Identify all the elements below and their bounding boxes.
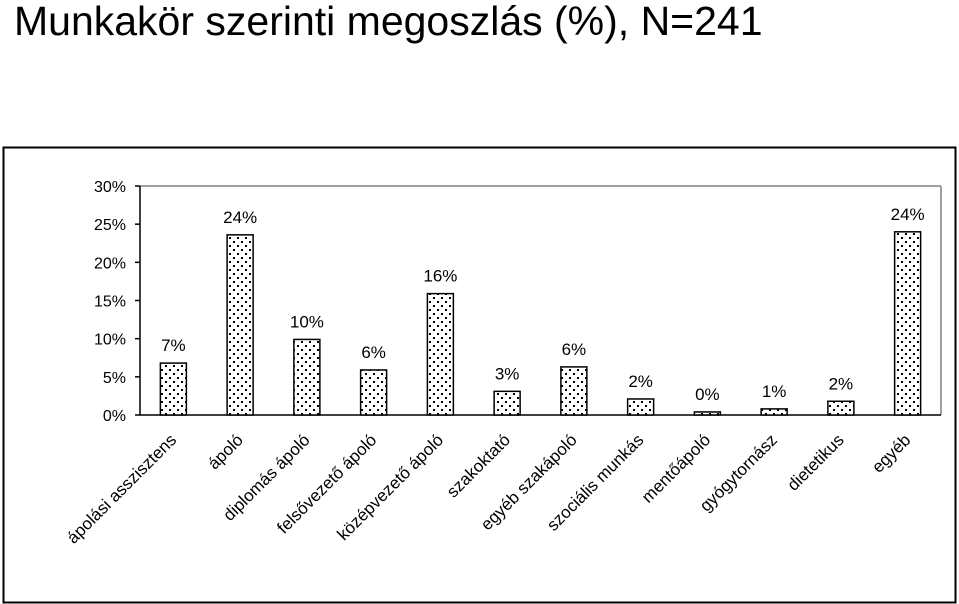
y-tick-label: 20% [94, 255, 126, 272]
bar [159, 362, 188, 416]
y-tick-label: 5% [103, 370, 126, 387]
bar [426, 292, 455, 416]
bar [560, 366, 588, 416]
bar [359, 369, 388, 416]
bar [827, 400, 855, 416]
bar [760, 408, 788, 416]
bar [626, 398, 655, 416]
bar [893, 231, 922, 416]
data-label: 10% [290, 312, 324, 331]
data-label: 2% [628, 372, 653, 391]
y-tick-label: 10% [94, 332, 126, 349]
bar [293, 338, 321, 416]
data-label: 3% [495, 364, 520, 383]
y-tick-label: 0% [103, 408, 126, 425]
data-label: 16% [423, 267, 457, 286]
bar [493, 390, 521, 416]
y-tick-label: 25% [94, 217, 126, 234]
chart-title: Munkakör szerinti megoszlás (%), N=241 [14, 0, 763, 44]
data-label: 0% [695, 385, 720, 404]
chart-frame [2, 146, 957, 604]
data-label: 2% [829, 374, 854, 393]
data-label: 24% [223, 208, 257, 227]
data-label: 7% [161, 336, 186, 355]
y-tick-label: 30% [94, 179, 126, 196]
data-label: 6% [562, 340, 587, 359]
y-tick-label: 15% [94, 294, 126, 311]
bar [226, 234, 254, 416]
data-label: 1% [762, 382, 787, 401]
data-label: 6% [361, 343, 386, 362]
data-label: 24% [891, 205, 925, 224]
bar [693, 411, 722, 416]
